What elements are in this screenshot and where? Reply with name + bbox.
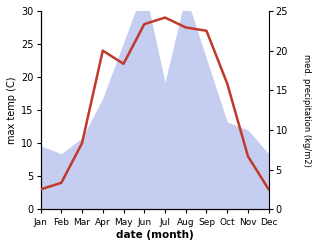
X-axis label: date (month): date (month) [116,230,194,240]
Y-axis label: max temp (C): max temp (C) [7,76,17,144]
Y-axis label: med. precipitation (kg/m2): med. precipitation (kg/m2) [302,54,311,166]
